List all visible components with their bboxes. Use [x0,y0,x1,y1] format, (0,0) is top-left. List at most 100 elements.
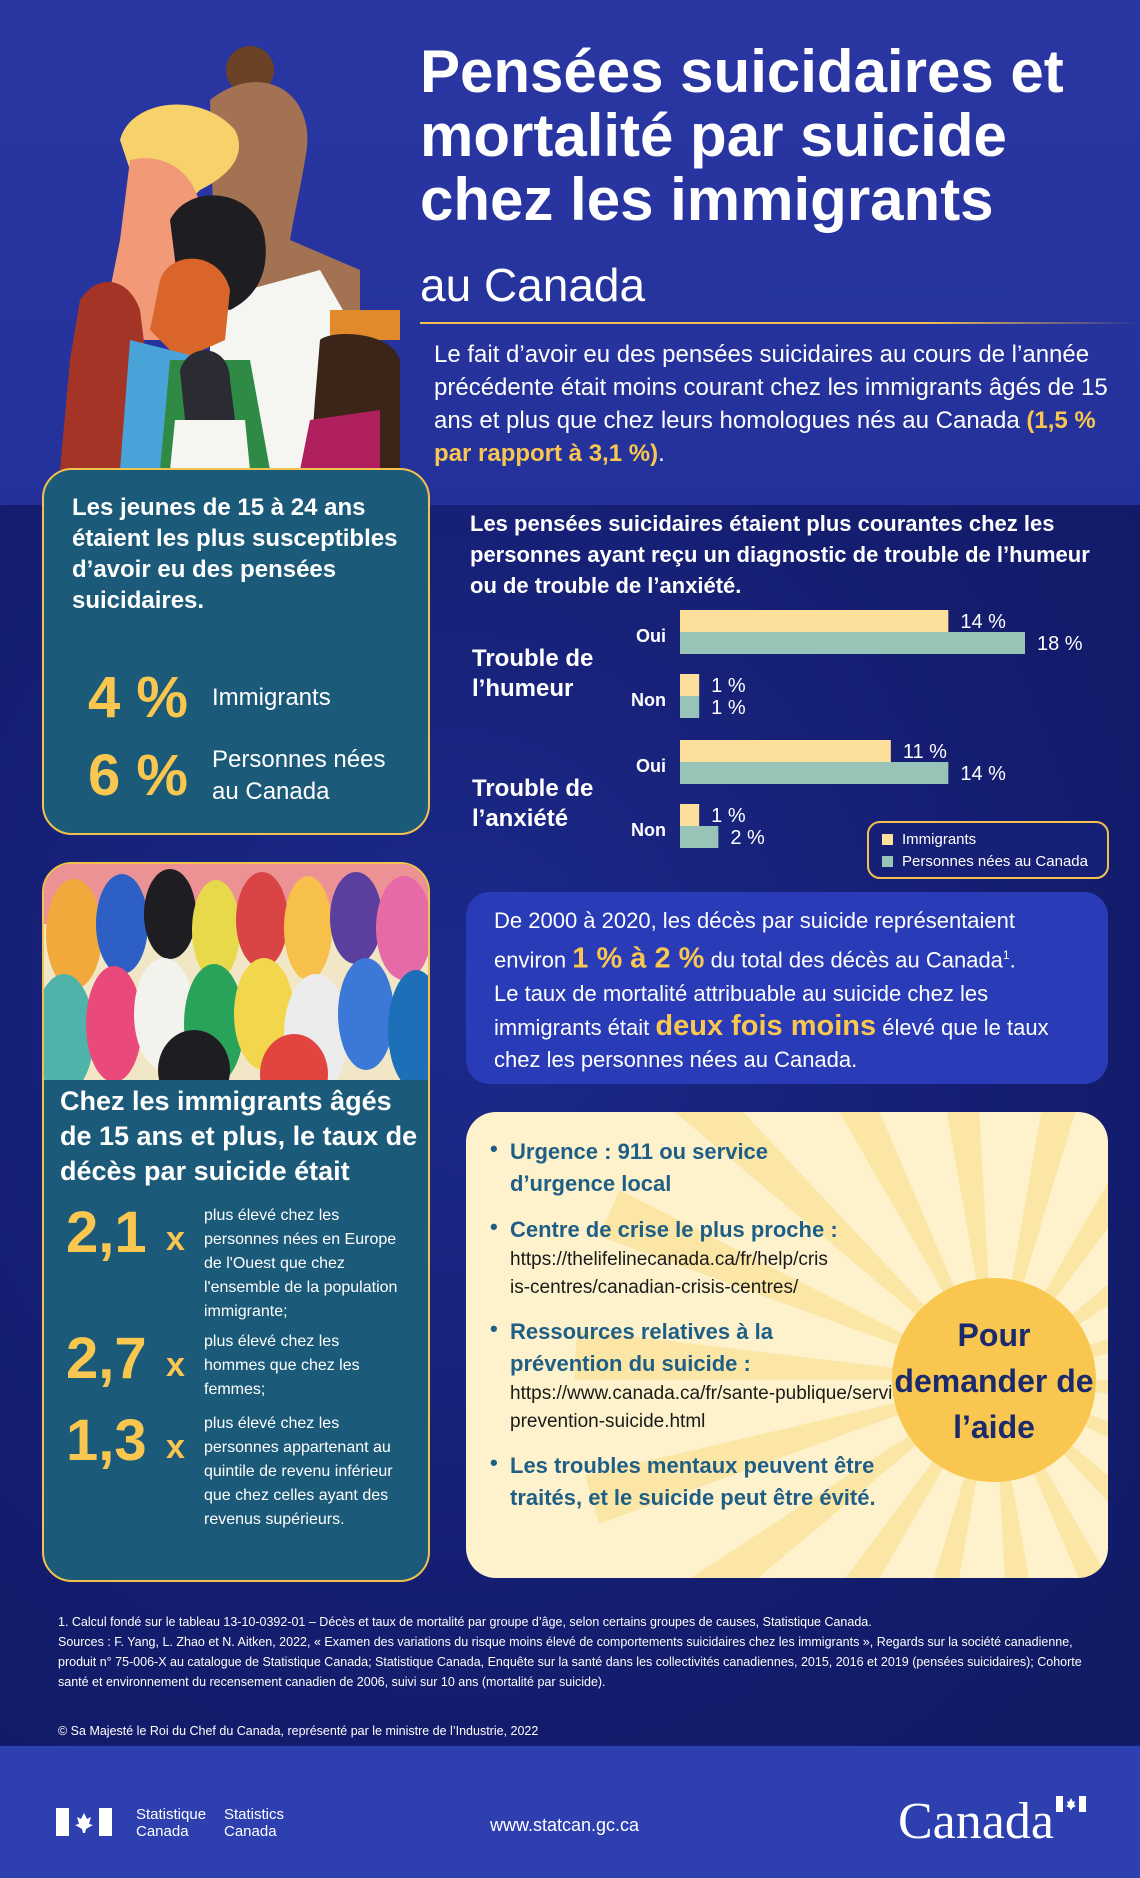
statcan-name-fr: Statistique Canada [136,1806,207,1840]
title-divider [420,322,1140,324]
chart-bar [680,740,891,762]
people-illustration [60,46,400,470]
rate-item: 2,1 x plus élevé chez les personnes nées… [66,1204,414,1324]
help-item: Centre de crise le plus proche : https:/… [490,1214,950,1302]
chart-bar [680,826,719,848]
help-item-title: Centre de crise le plus proche : [510,1217,838,1242]
chart-group-label: Trouble de [472,775,593,802]
chart-value-label: 18 % [1037,633,1083,655]
person-crown [330,310,400,340]
statcan-signature: Statistique Canada Statistics Canada [136,1806,300,1840]
help-resources-box: Urgence : 911 ou service d’urgence local… [466,1112,1108,1578]
rate-value: 2,1 [66,1200,147,1265]
chart-row-label: Non [631,820,666,840]
copyright-notice: © Sa Majesté le Roi du Chef du Canada, r… [58,1724,539,1738]
chart-legend-label: Personnes nées au Canada [902,853,1089,870]
intro-text: Le fait d’avoir eu des pensées suicidair… [434,341,1108,434]
chart-row-label: Oui [636,756,666,776]
chart-value-label: 1 % [711,675,746,697]
crisis-centre-link[interactable]: https://thelifelinecanada.ca/fr/help/cri… [510,1249,828,1298]
chart-bar [680,804,700,826]
rate-multiplier: x [166,1346,185,1384]
deaths-text: . [1009,947,1016,973]
mosaic-figure [284,876,332,980]
youth-stat-label: Immigrants [212,683,331,711]
youth-stat-immigrants: 4 % Immigrants [88,664,402,731]
page-subtitle: au Canada [420,259,646,311]
deaths-highlight: 1 % à 2 % [572,942,705,975]
deaths-text: du total des décès au Canada [704,947,1003,973]
statcan-website-link[interactable]: www.statcan.gc.ca [490,1815,640,1835]
chart-value-label: 2 % [730,827,765,849]
sources-note: Sources : F. Yang, L. Zhao et N. Aitken,… [58,1635,1082,1689]
rate-item: 1,3 x plus élevé chez les personnes appa… [66,1412,414,1532]
deaths-paragraph-2: Le taux de mortalité attribuable au suic… [494,978,1094,1076]
chart-value-label: 1 % [711,697,746,719]
diagnosis-bar-chart: Trouble de l’humeur Oui 14 % 18 % Non 1 %1 % Tr… [472,610,1109,879]
chart-group-label: l’humeur [472,675,573,702]
help-sun-text: Pour demander de l’aide [894,1317,1094,1445]
rate-value: 1,3 [66,1408,147,1473]
mosaic-figure [376,876,428,980]
person-magenta [300,410,380,470]
chart-bar [680,762,949,784]
page-title: Pensées suicidaires et mortalité par sui… [420,38,1064,233]
chart-value-label: 14 % [960,763,1006,785]
intro-paragraph: Le fait d’avoir eu des pensées suicidair… [434,338,1124,470]
footnote-ref: 1 [1002,948,1010,962]
help-item-title: Urgence : 911 ou service d’urgence local [510,1139,769,1196]
chart-value-label: 14 % [960,611,1006,633]
canada-wordmark: Canada [898,1793,1054,1850]
rate-description: plus élevé chez les hommes que chez les … [204,1333,360,1398]
mosaic-figure [192,880,240,980]
mosaic-figure [260,1034,328,1080]
chart-row-label: Non [631,690,666,710]
footnotes: 1. Calcul fondé sur le tableau 13-10-039… [58,1612,1088,1692]
rate-multiplier: x [166,1220,185,1258]
chart-bar [680,674,700,696]
chart-bar [680,610,949,632]
rates-heading: Chez les immigrants âgés de 15 ans et pl… [60,1086,418,1186]
chart-legend-box [867,821,1109,879]
death-rates-box: Chez les immigrants âgés de 15 ans et pl… [42,862,430,1582]
intro-end: . [658,440,665,467]
person-dark-small [180,350,235,420]
mosaic-figure [144,869,196,959]
mosaic-figure [330,872,382,964]
people-mosaic-illustration [44,864,428,1080]
mosaic-figure [338,958,394,1070]
help-item: Les troubles mentaux peuvent être traité… [490,1450,950,1514]
intro-highlight: (1,5 % par rapport à 3,1 %) [434,407,1096,467]
chart-legend-swatch [882,834,893,845]
deaths-highlight: deux fois moins [655,1010,877,1042]
mosaic-figure [86,966,142,1080]
person-orange-hair [150,258,230,360]
suicide-deaths-box: De 2000 à 2020, les décès par suicide re… [466,892,1108,1084]
chart-group-label: l’anxiété [472,805,568,832]
chart-value-label: 11 % [903,741,947,763]
help-list: Urgence : 911 ou service d’urgence local… [490,1136,950,1528]
mosaic-figure [236,872,288,968]
rate-value: 2,7 [66,1326,147,1391]
mosaic-figure [46,879,102,989]
chart-legend-label: Immigrants [902,831,976,848]
person-white-small [170,420,250,470]
deaths-text: De 2000 à 2020, les décès par suicide re… [494,908,1016,973]
rate-description: plus élevé chez les personnes appartenan… [204,1415,393,1528]
help-sun-badge: Pour demander de l’aide [892,1278,1096,1482]
canada-flag-icon [56,1808,112,1836]
chart-row-label: Oui [636,626,666,646]
help-item: Ressources relatives à la prévention du … [490,1316,950,1436]
youth-heading: Les jeunes de 15 à 24 ans étaient les pl… [72,494,398,614]
chart-group-label: Trouble de [472,645,593,672]
youth-stat-value: 4 % [88,665,188,730]
youth-stat-label: Personnes nées au Canada [212,745,386,805]
help-item-title: Ressources relatives à la prévention du … [510,1319,773,1376]
help-item-title: Les troubles mentaux peuvent être traité… [510,1453,876,1510]
deaths-text: élevé que le taux chez les personnes née… [494,1015,1049,1072]
youth-stat-canadian-born: 6 % Personnes nées au Canada [88,742,402,809]
chart-heading: Les pensées suicidaires étaient plus cou… [470,511,1090,598]
chart-bar [680,696,700,718]
suicide-prevention-link[interactable]: https://www.canada.ca/fr/sante-publique/… [510,1383,928,1432]
